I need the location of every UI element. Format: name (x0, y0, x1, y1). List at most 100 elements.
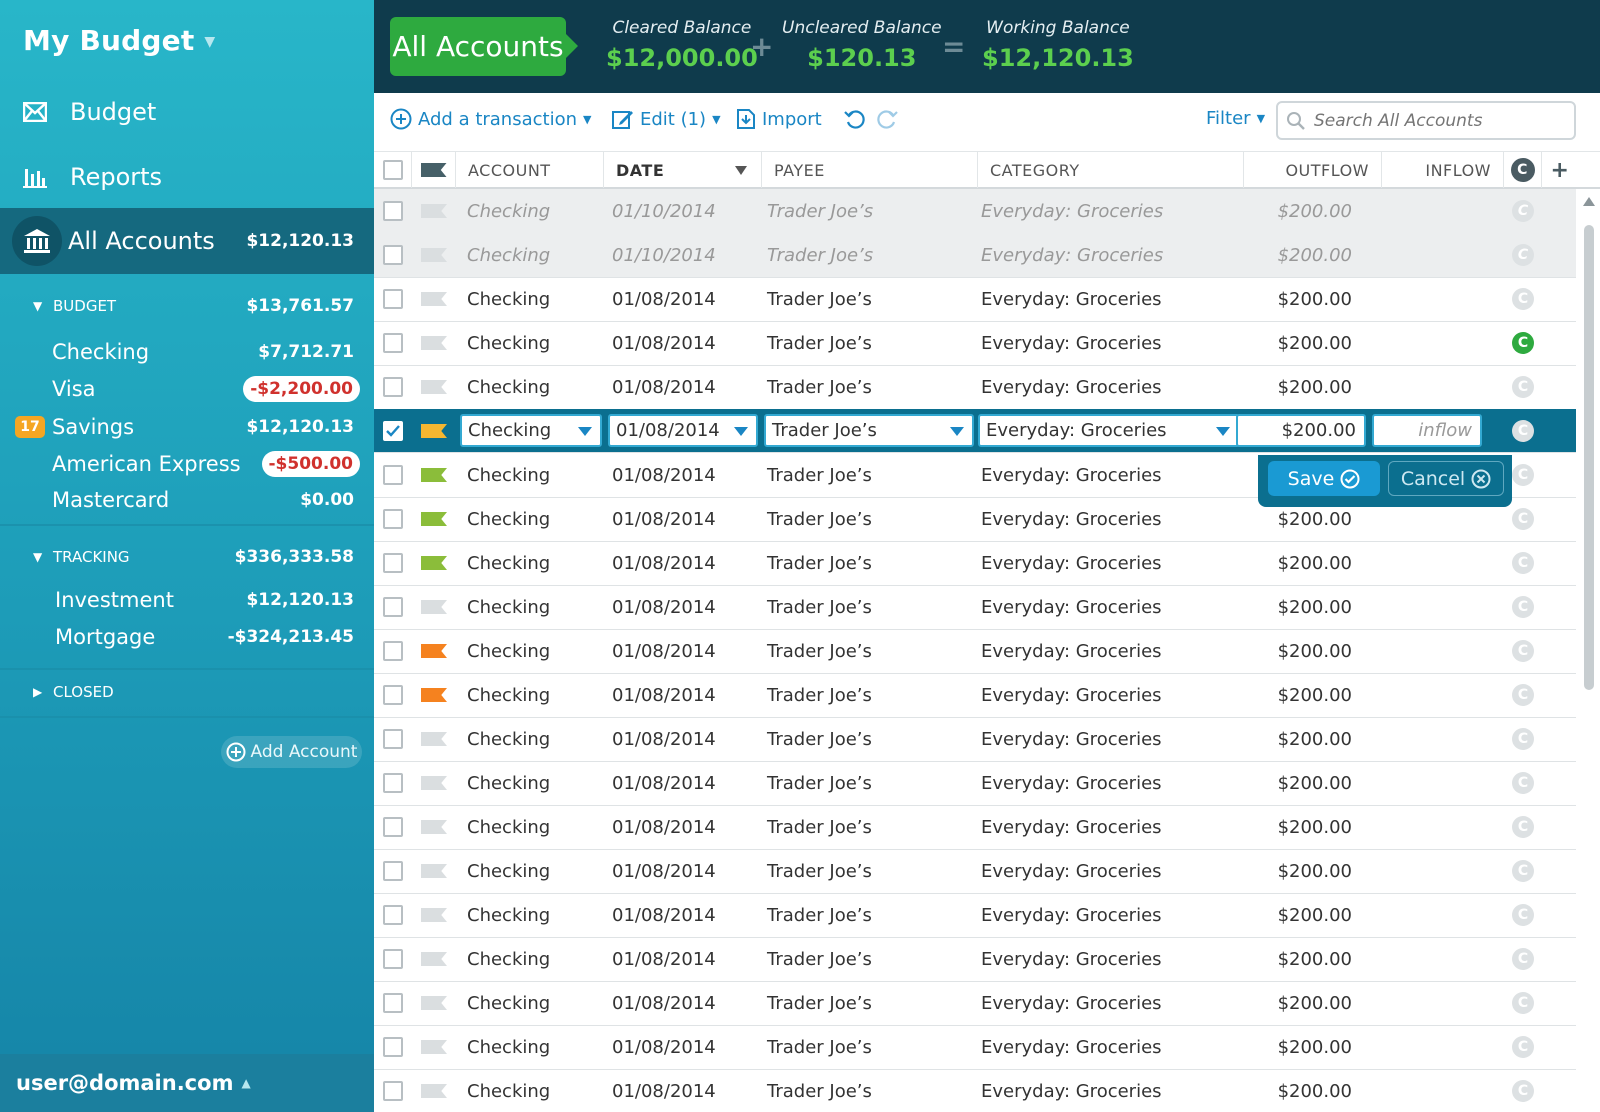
row-checkbox[interactable] (383, 289, 403, 309)
table-row[interactable]: Checking 01/08/2014 Trader Joe’s Everyday: … (374, 717, 1576, 762)
table-row[interactable]: Checking 01/08/2014 Trader Joe’s Everyday: … (374, 981, 1576, 1026)
cleared-toggle-icon[interactable]: C (1512, 728, 1534, 750)
scrollbar[interactable] (1578, 189, 1600, 1112)
row-checkbox[interactable] (383, 377, 403, 397)
edit-button[interactable]: Edit (1) ▼ (612, 108, 721, 130)
cleared-toggle-icon[interactable]: C (1512, 772, 1534, 794)
cleared-toggle-icon[interactable]: C (1512, 332, 1534, 354)
budget-switcher[interactable]: My Budget ▼ (23, 24, 215, 57)
flag-icon[interactable] (421, 776, 447, 790)
flag-icon[interactable] (421, 1040, 447, 1054)
flag-icon[interactable] (421, 952, 447, 966)
flag-icon[interactable] (421, 336, 447, 350)
user-menu[interactable]: user@domain.com ▲ (0, 1054, 374, 1112)
table-row[interactable]: Checking 01/08/2014 Trader Joe’s Everyday: … (374, 497, 1576, 542)
flag-icon[interactable] (421, 380, 447, 394)
tracking-section-toggle[interactable]: ▼ TRACKING $336,333.58 (0, 545, 374, 569)
column-header-cleared[interactable]: C (1504, 152, 1542, 188)
flag-column-header[interactable] (412, 152, 456, 188)
closed-section-toggle[interactable]: ▶ CLOSED (0, 680, 374, 704)
column-header-category[interactable]: CATEGORY (978, 152, 1244, 188)
cleared-toggle-icon[interactable]: C (1512, 1080, 1534, 1102)
table-row[interactable]: Checking 01/08/2014 Trader Joe’s Everyday: … (374, 673, 1576, 718)
table-row[interactable]: Checking 01/08/2014 Trader Joe’s Everyday: … (374, 629, 1576, 674)
row-checkbox[interactable] (383, 949, 403, 969)
add-account-button[interactable]: Add Account (221, 736, 362, 768)
scrollbar-thumb[interactable] (1584, 225, 1594, 690)
cleared-toggle-icon[interactable]: C (1512, 640, 1534, 662)
nav-reports[interactable]: Reports (0, 145, 374, 209)
row-checkbox[interactable] (383, 509, 403, 529)
undo-button[interactable] (844, 108, 866, 130)
flag-icon[interactable] (421, 512, 447, 526)
cleared-toggle-icon[interactable]: C (1512, 464, 1534, 486)
sidebar-account-checking[interactable]: Checking $7,712.71 (0, 336, 374, 368)
save-button[interactable]: Save (1268, 461, 1380, 496)
row-checkbox[interactable] (383, 729, 403, 749)
flag-icon[interactable] (421, 600, 447, 614)
table-row[interactable]: Checking 01/08/2014 Trader Joe’s Everyday: … (374, 805, 1576, 850)
flag-icon[interactable] (421, 996, 447, 1010)
filter-button[interactable]: Filter ▼ (1206, 108, 1265, 129)
cleared-toggle-icon[interactable]: C (1512, 596, 1534, 618)
table-row[interactable]: Checking 01/08/2014 Trader Joe’s Everyday: … (374, 365, 1576, 410)
row-checkbox[interactable] (383, 1037, 403, 1057)
row-checkbox[interactable] (383, 333, 403, 353)
table-row[interactable]: Checking 01/10/2014 Trader Joe’s Everyday: … (374, 233, 1576, 278)
row-checkbox[interactable] (383, 201, 403, 221)
table-row[interactable]: Checking 01/08/2014 Trader Joe’s Everyday: … (374, 937, 1576, 982)
row-checkbox[interactable] (383, 465, 403, 485)
scroll-up-arrow-icon[interactable] (1583, 197, 1595, 206)
row-checkbox[interactable] (383, 553, 403, 573)
flag-icon[interactable] (421, 204, 447, 218)
column-header-outflow[interactable]: OUTFLOW (1244, 152, 1382, 188)
table-row[interactable]: Checking 01/08/2014 Trader Joe’s Everyday: … (374, 761, 1576, 806)
cleared-toggle-icon[interactable]: C (1512, 992, 1534, 1014)
search-input[interactable] (1314, 110, 1564, 131)
cleared-toggle-icon[interactable]: C (1512, 200, 1534, 222)
date-picker[interactable]: 01/08/2014 (608, 414, 758, 447)
column-header-account[interactable]: ACCOUNT (456, 152, 604, 188)
row-checkbox[interactable] (383, 685, 403, 705)
column-header-inflow[interactable]: INFLOW (1382, 152, 1504, 188)
table-row[interactable]: Checking 01/08/2014 Trader Joe’s Everyday: … (374, 893, 1576, 938)
flag-icon[interactable] (421, 424, 447, 438)
row-checkbox[interactable] (383, 905, 403, 925)
sidebar-account-mastercard[interactable]: Mastercard $0.00 (0, 484, 374, 516)
row-checkbox[interactable] (383, 641, 403, 661)
select-all-checkbox[interactable] (382, 160, 403, 180)
table-row[interactable]: Checking 01/08/2014 Trader Joe’s Everyday: … (374, 541, 1576, 586)
row-checkbox[interactable] (383, 861, 403, 881)
nav-budget[interactable]: Budget (0, 80, 374, 144)
add-transaction-button[interactable]: Add a transaction ▼ (390, 108, 591, 130)
flag-icon[interactable] (421, 864, 447, 878)
cleared-toggle-icon[interactable]: C (1512, 420, 1534, 442)
flag-icon[interactable] (421, 468, 447, 482)
flag-icon[interactable] (421, 820, 447, 834)
import-button[interactable]: Import (736, 108, 822, 130)
table-row[interactable]: Checking 01/10/2014 Trader Joe’s Everyday: … (374, 189, 1576, 234)
table-row[interactable]: Checking 01/08/2014 Trader Joe’s Everyday: … (374, 453, 1576, 498)
table-row[interactable]: Checking 01/08/2014 Trader Joe’s Everyday: … (374, 1025, 1576, 1070)
cleared-toggle-icon[interactable]: C (1512, 948, 1534, 970)
add-column-button[interactable]: + (1550, 157, 1570, 183)
cleared-toggle-icon[interactable]: C (1512, 684, 1534, 706)
cleared-toggle-icon[interactable]: C (1512, 552, 1534, 574)
table-row[interactable]: Checking 01/08/2014 Trader Joe’s Everyday: … (374, 277, 1576, 322)
table-row-editing[interactable]: Checking 01/08/2014 Trader Joe’s Everyday: … (374, 409, 1576, 453)
budget-section-toggle[interactable]: ▼ BUDGET $13,761.57 (0, 294, 374, 318)
row-checkbox-checked[interactable] (383, 421, 403, 441)
table-row[interactable]: Checking 01/08/2014 Trader Joe’s Everyday: … (374, 1069, 1576, 1112)
sidebar-account-savings[interactable]: 17 Savings $12,120.13 (0, 411, 374, 443)
flag-icon[interactable] (421, 688, 447, 702)
row-checkbox[interactable] (383, 773, 403, 793)
table-row[interactable]: Checking 01/08/2014 Trader Joe’s Everyday: … (374, 321, 1576, 366)
cleared-toggle-icon[interactable]: C (1512, 376, 1534, 398)
search-box[interactable] (1276, 101, 1576, 140)
category-select[interactable]: Everyday: Groceries (978, 414, 1240, 447)
sidebar-account-american-express[interactable]: American Express -$500.00 (0, 448, 374, 480)
sidebar-account-investment[interactable]: Investment $12,120.13 (0, 584, 374, 616)
cleared-toggle-icon[interactable]: C (1512, 244, 1534, 266)
sidebar-account-mortgage[interactable]: Mortgage -$324,213.45 (0, 621, 374, 653)
cleared-toggle-icon[interactable]: C (1512, 904, 1534, 926)
